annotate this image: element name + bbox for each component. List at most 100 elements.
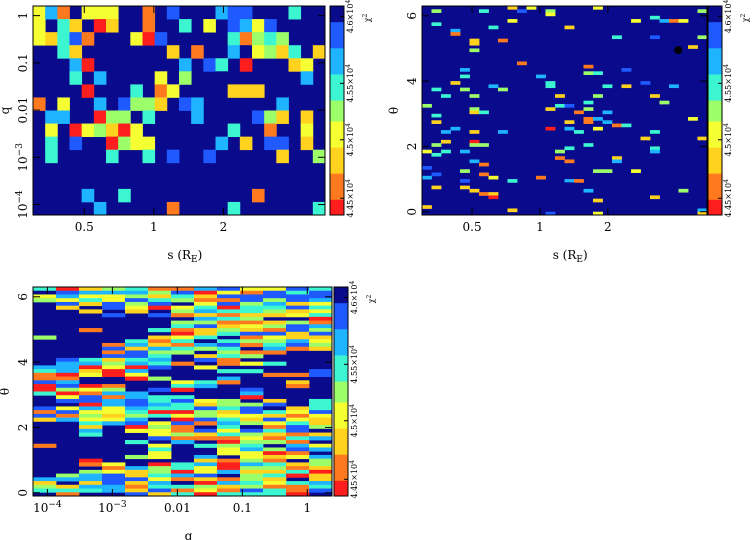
heatmap-cell: [130, 84, 143, 98]
colorbar-segment: [334, 328, 348, 335]
colorbar-segment: [330, 120, 344, 127]
heatmap-cell: [240, 369, 264, 374]
heatmap-cell: [309, 372, 333, 377]
heatmap-cell: [79, 458, 103, 463]
heatmap-cell: [56, 410, 80, 415]
heatmap-cell: [263, 413, 287, 419]
heatmap-cell: [469, 123, 480, 128]
heatmap-cells: [422, 6, 708, 216]
heatmap-cell: [240, 339, 264, 344]
heatmap-cell: [309, 484, 333, 489]
colorbar-segment: [708, 105, 722, 111]
heatmap-cell: [431, 113, 442, 118]
heatmap-cell: [263, 331, 287, 336]
heatmap-cell: [125, 346, 149, 351]
heatmap-cell: [309, 477, 333, 482]
heatmap-cell: [194, 354, 218, 359]
heatmap-cell: [263, 294, 287, 299]
heatmap-cell: [118, 188, 131, 203]
heatmap-cell: [286, 380, 310, 385]
y-tick-label: 2: [405, 143, 419, 151]
heatmap-cell: [194, 462, 218, 467]
heatmap-cell: [106, 19, 119, 33]
heatmap-cell: [33, 488, 57, 493]
colorbar-segment: [708, 126, 722, 132]
colorbar-segment: [330, 42, 344, 49]
heatmap-cell: [125, 454, 149, 460]
colorbar-segment: [330, 126, 344, 132]
heatmap-cell: [142, 136, 156, 151]
heatmap-cell: [215, 6, 229, 20]
heatmap-cell: [148, 432, 172, 437]
heatmap-cell: [102, 294, 126, 299]
heatmap-cell: [441, 94, 451, 98]
heatmap-cell: [125, 357, 149, 363]
heatmap-cell: [286, 481, 310, 486]
heatmap-cell: [263, 492, 287, 497]
heatmap-cell: [79, 387, 103, 392]
heatmap-cell: [286, 305, 310, 310]
heatmap-cell: [450, 28, 461, 33]
heatmap-cell: [300, 71, 314, 85]
heatmap-cell: [33, 97, 46, 111]
heatmap-cell: [148, 417, 172, 422]
heatmap-cell: [217, 346, 241, 351]
heatmap-cell: [263, 324, 287, 329]
heatmap-cell: [564, 182, 575, 187]
heatmap-cell: [264, 136, 277, 151]
heatmap-cell: [102, 481, 126, 486]
heatmap-cell: [286, 410, 310, 415]
heatmap-cell: [240, 342, 264, 348]
heatmap-cell: [263, 350, 287, 355]
heatmap-cell: [56, 369, 80, 374]
heatmap-cell: [488, 84, 499, 89]
heatmap-cell: [498, 130, 508, 134]
heatmap-cell: [286, 294, 310, 299]
heatmap-cell: [217, 369, 241, 374]
heatmap-cell: [517, 61, 527, 66]
heatmap-cell: [102, 406, 126, 411]
heatmap-cell: [263, 417, 287, 422]
colorbar-segment: [708, 173, 722, 179]
heatmap-cell: [602, 120, 613, 124]
heatmap-cell: [102, 391, 126, 396]
heatmap-cell: [612, 35, 622, 40]
heatmap-cell: [309, 436, 333, 441]
x-tick-label: 1: [150, 220, 158, 234]
heatmap-cell: [102, 462, 126, 467]
heatmap-cell: [309, 488, 333, 493]
heatmap-cell: [555, 156, 565, 160]
heatmap-cell: [93, 19, 107, 33]
heatmap-cell: [106, 110, 119, 124]
heatmap-cell: [263, 328, 287, 333]
heatmap-cell: [194, 342, 218, 348]
heatmap-cell: [650, 146, 660, 151]
heatmap-cell: [309, 339, 333, 344]
heatmap-cell: [286, 335, 310, 340]
heatmap-cell: [154, 84, 168, 98]
heatmap-cell: [593, 211, 603, 216]
heatmap-cell: [79, 395, 103, 400]
colorbar-segment: [330, 100, 344, 106]
colorbar-segment: [330, 53, 344, 59]
heatmap-cell: [142, 32, 156, 46]
heatmap-cell: [45, 110, 58, 124]
heatmap-cell: [227, 123, 241, 138]
heatmap-cell: [288, 58, 302, 72]
heatmap-cell: [650, 149, 660, 154]
heatmap-cell: [697, 211, 708, 216]
colorbar-segment: [708, 63, 722, 70]
heatmap-cell: [79, 477, 103, 482]
x-tick-label: 0.5: [75, 220, 94, 234]
heatmap-cell: [263, 473, 287, 478]
heatmap-cell: [309, 425, 333, 430]
heatmap-cell: [56, 488, 80, 493]
heatmap-cell: [240, 492, 264, 497]
heatmap-cell: [130, 123, 143, 138]
heatmap-cell: [469, 159, 480, 164]
heatmap-cell: [148, 488, 172, 493]
heatmap-cell: [650, 15, 660, 20]
heatmap-cell: [125, 413, 149, 419]
y-tick-label: 4: [405, 77, 419, 85]
heatmap-cell: [286, 473, 310, 478]
